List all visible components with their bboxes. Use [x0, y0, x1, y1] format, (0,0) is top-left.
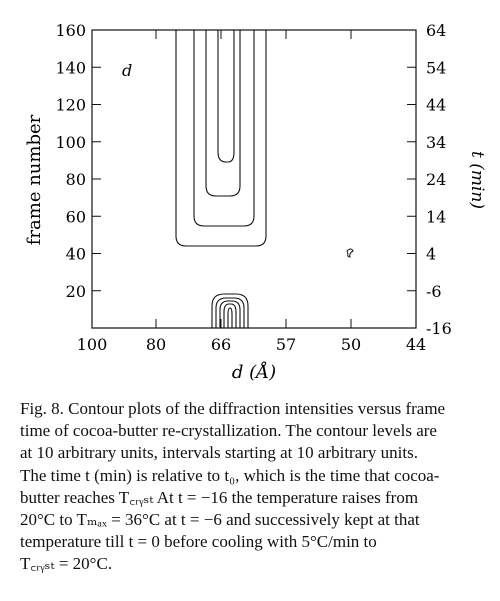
x-tick-label: 100: [77, 335, 108, 354]
x-tick-label: 57: [276, 335, 296, 354]
y-right-tick-label: 44: [426, 96, 446, 115]
caption-line: at 10 arbitrary units, intervals startin…: [20, 443, 418, 463]
y-left-tick-label: 80: [66, 170, 86, 189]
caption-line: butter reaches T꜀ᵣᵧₛₜ At t = −16 the tem…: [20, 487, 419, 507]
y-right-tick-label: 34: [426, 133, 446, 152]
x-tick-label: 66: [211, 335, 231, 354]
x-tick-label: 44: [406, 335, 426, 354]
y-left-tick-label: 40: [66, 245, 86, 264]
y-left-tick-label: 100: [55, 133, 86, 152]
contour-upper-band: [205, 30, 241, 197]
y-left-tick-label: 160: [55, 21, 86, 40]
contour-upper-band: [193, 30, 255, 227]
y-right-tick-label: -6: [426, 282, 442, 301]
right-y-axis-label: t (min): [467, 151, 487, 209]
contour-lines: [175, 30, 354, 328]
right-y-axis-ticks: -16 -6 4 14 24 34 44 54 64: [407, 21, 452, 338]
x-tick-label: 80: [146, 335, 166, 354]
x-tick-label: 50: [341, 335, 361, 354]
contour-upper-band: [217, 30, 235, 163]
y-right-tick-label: 14: [426, 207, 446, 226]
contour-lower-peak: [227, 307, 233, 328]
y-right-tick-label: 54: [426, 58, 446, 77]
y-left-tick-label: 120: [55, 96, 86, 115]
x-axis-ticks: 100 80 66 57 50 44: [77, 30, 426, 354]
y-right-tick-label: -16: [426, 319, 452, 338]
caption-line: 20°C to Tₘₐₓ = 36°C at t = −6 and succes…: [20, 510, 420, 530]
y-right-tick-label: 4: [426, 245, 436, 264]
caption-line: temperature till t = 0 before cooling wi…: [20, 532, 377, 552]
caption-line: T꜀ᵣᵧₛₜ = 20°C.: [20, 554, 113, 574]
y-left-tick-label: 140: [55, 58, 86, 77]
y-right-tick-label: 24: [426, 170, 446, 189]
contour-lower-peak: [215, 297, 245, 328]
contour-small-spot: [346, 248, 354, 258]
left-y-axis-ticks: 20 40 60 80 100 120 140 160: [55, 21, 101, 301]
panel-label: d: [122, 61, 132, 80]
caption-line: time of cocoa-butter re-crystallization.…: [20, 421, 437, 441]
y-right-tick-label: 64: [426, 21, 446, 40]
figure-caption: Fig. 8. Contour plots of the diffraction…: [20, 398, 480, 576]
caption-line: The time t (min) is relative to t₀, whic…: [20, 465, 440, 485]
contour-lower-peak: [223, 303, 237, 328]
contour-figure: 100 80 66 57 50 44 20 40 60 80 100 120 140 160 -16 -6…: [24, 21, 487, 383]
contour-upper-band: [175, 30, 267, 247]
contour-lower-peak: [219, 300, 241, 328]
caption-line: Fig. 8. Contour plots of the diffraction…: [20, 399, 446, 418]
left-y-axis-label: frame number: [24, 114, 45, 245]
contour-chart: 100 80 66 57 50 44 20 40 60 80 100 120 140 160 -16 -6…: [24, 21, 487, 383]
y-left-tick-label: 60: [66, 207, 86, 226]
contour-lower-peak: [211, 293, 249, 328]
y-left-tick-label: 20: [66, 282, 86, 301]
x-axis-label: d (Å): [232, 361, 276, 383]
